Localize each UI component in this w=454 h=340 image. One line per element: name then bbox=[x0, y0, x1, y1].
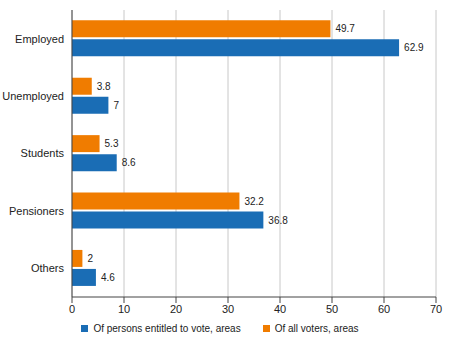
svg-text:Unemployed: Unemployed bbox=[8, 90, 64, 102]
svg-text:10: 10 bbox=[118, 303, 130, 315]
html-text:Of persons entitled to vote, a: Of persons entitled to vote, areas bbox=[93, 323, 241, 334]
svg-text:32.2: 32.2 bbox=[244, 196, 264, 207]
svg-text:3.8: 3.8 bbox=[97, 81, 111, 92]
svg-text:30: 30 bbox=[222, 303, 234, 315]
svg-text:Pensioners: Pensioners bbox=[9, 205, 65, 217]
svg-text:Others: Others bbox=[31, 262, 65, 274]
svg-text:5.3: 5.3 bbox=[105, 138, 119, 149]
svg-text:2: 2 bbox=[87, 253, 93, 264]
svg-text:70: 70 bbox=[430, 303, 442, 315]
svg-text:Students: Students bbox=[21, 147, 65, 159]
svg-text:7: 7 bbox=[113, 100, 119, 111]
svg-text:49.7: 49.7 bbox=[335, 23, 355, 34]
svg-text:36.8: 36.8 bbox=[268, 215, 288, 226]
svg-text:60: 60 bbox=[378, 303, 390, 315]
svg-text:0: 0 bbox=[69, 303, 75, 315]
svg-text:Employed: Employed bbox=[15, 33, 64, 45]
svg-text:50: 50 bbox=[326, 303, 338, 315]
svg-text:4.6: 4.6 bbox=[101, 272, 115, 283]
svg-text:62.9: 62.9 bbox=[404, 42, 424, 53]
html-text:Of all voters, areas: Of all voters, areas bbox=[274, 323, 359, 334]
svg-text:8.6: 8.6 bbox=[122, 157, 136, 168]
svg-text:20: 20 bbox=[170, 303, 182, 315]
svg-text:40: 40 bbox=[274, 303, 286, 315]
